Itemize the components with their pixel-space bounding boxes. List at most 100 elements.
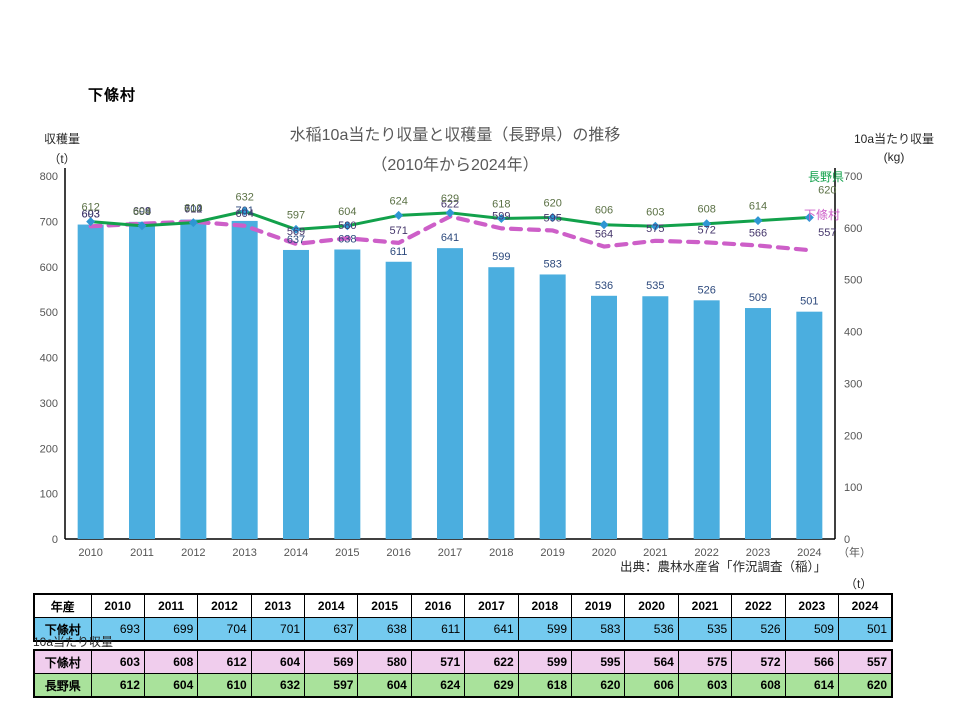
left-axis-unit: （t）: [48, 152, 76, 166]
harvest-value-cell: 638: [357, 617, 412, 642]
bar-value-label: 704: [184, 204, 202, 216]
yield-row-label: 長野県: [33, 673, 92, 698]
bar-2019: [539, 274, 566, 539]
right-axis-tick-label: 0: [844, 534, 850, 546]
right-axis-tick-label: 700: [844, 171, 862, 183]
bar-value-label: 535: [646, 280, 664, 292]
nagano-yield-label: 610: [184, 203, 202, 215]
year-header-cell: 2024: [837, 593, 893, 618]
shimojo-yield-label: 572: [697, 224, 715, 236]
x-axis-tick-label: 2024: [797, 547, 821, 559]
nagano-yield-label: 614: [749, 201, 767, 213]
yield-value-cell: 557: [837, 649, 893, 674]
bar-value-label: 509: [749, 292, 767, 304]
shimojo-yield-label: 603: [81, 208, 99, 220]
shimojo-yield-label: 557: [818, 227, 836, 239]
table-unit-label: （t）: [845, 577, 873, 591]
left-axis-tick-label: 800: [40, 171, 58, 183]
nagano-yield-label: 618: [492, 199, 510, 211]
x-axis-tick-label: 2011: [130, 547, 154, 559]
nagano-yield-label: 612: [81, 202, 99, 214]
bar-value-label: 693: [81, 209, 99, 221]
x-axis-tick-label: 2010: [78, 547, 102, 559]
yield-row-label: 下條村: [33, 649, 92, 674]
shimojo-yield-label: 599: [492, 210, 510, 222]
year-header-cell: 2016: [410, 593, 466, 618]
bar-2020: [591, 295, 617, 539]
page-title: 下條村: [88, 87, 137, 104]
left-axis-tick-label: 400: [40, 353, 58, 365]
nagano-yield-label: 603: [646, 206, 664, 218]
left-axis-tick-label: 700: [40, 216, 58, 228]
nagano-yield-label: 624: [389, 195, 407, 207]
harvest-value-cell: 641: [464, 617, 519, 642]
bar-value-label: 501: [800, 296, 818, 308]
yield-value-cell: 624: [410, 673, 466, 698]
year-header-cell: 2021: [677, 593, 733, 618]
bar-value-label: 641: [441, 232, 459, 244]
bar-2013: [231, 220, 258, 539]
nagano-yield-label: 620: [818, 184, 836, 196]
right-axis-title: 10a当たり収量: [853, 132, 935, 146]
bar-value-label: 637: [287, 234, 305, 246]
left-axis-tick-label: 500: [40, 307, 58, 319]
chart-title-line2: （2010年から2024年）: [371, 157, 539, 174]
x-axis-tick-label: 2016: [386, 547, 410, 559]
yield-value-cell: 597: [304, 673, 359, 698]
nagano-line-marker: [804, 212, 814, 222]
yield-value-cell: 620: [571, 673, 626, 698]
yield-value-cell: 612: [90, 673, 145, 698]
nagano-line-marker: [394, 210, 404, 220]
right-axis-tick-label: 600: [844, 223, 862, 235]
bar-2024: [796, 311, 823, 539]
x-axis-tick-label: 2015: [335, 547, 359, 559]
x-axis-tick-label: 2018: [489, 547, 513, 559]
year-header-cell: 2018: [517, 593, 573, 618]
shimojo-yield-label: 575: [646, 223, 664, 235]
x-axis-tick-label: 2019: [540, 547, 564, 559]
yield-value-cell: 571: [410, 649, 466, 674]
harvest-value-cell: 699: [143, 617, 199, 642]
nagano-line-marker: [753, 216, 763, 226]
harvest-value-cell: 704: [197, 617, 252, 642]
bar-2010: [77, 224, 104, 539]
left-axis-tick-label: 300: [40, 398, 58, 410]
bar-value-label: 611: [390, 246, 408, 258]
yield-value-cell: 575: [677, 649, 733, 674]
x-axis-unit-label: （年）: [838, 545, 871, 559]
year-header-cell: 2022: [731, 593, 786, 618]
harvest-table: 年産 2010 2011 2012 2013 2014 2015 2016 2017 2018 20…: [33, 593, 893, 642]
year-header-cell: 2017: [464, 593, 519, 618]
yield-value-cell: 572: [731, 649, 786, 674]
nagano-line-marker: [291, 224, 301, 234]
bar-2014: [283, 249, 309, 539]
yield-value-cell: 610: [197, 673, 252, 698]
left-axis-tick-label: 100: [40, 489, 58, 501]
shimojo-yield-label: 612: [184, 204, 202, 216]
nagano-line-marker: [240, 206, 250, 216]
harvest-value-cell: 501: [837, 617, 893, 642]
nagano-line-marker: [137, 221, 147, 231]
harvest-value-cell: 509: [784, 617, 839, 642]
right-axis-tick-label: 300: [844, 378, 862, 390]
nagano-yield-label: 606: [595, 205, 613, 217]
nagano-line-marker: [86, 217, 96, 227]
bar-2023: [745, 308, 771, 539]
yield-value-cell: 566: [784, 649, 839, 674]
yield-value-cell: 564: [624, 649, 679, 674]
yield-value-cell: 604: [250, 649, 306, 674]
x-axis-tick-label: 2020: [592, 547, 616, 559]
nagano-yield-label: 597: [287, 209, 305, 221]
nagano-yield-label: 608: [697, 204, 715, 216]
harvest-value-cell: 611: [410, 617, 466, 642]
year-header-label: 年産: [33, 593, 92, 618]
bar-value-label: 638: [338, 234, 356, 246]
bar-2011: [129, 221, 155, 540]
bar-value-label: 599: [492, 251, 510, 263]
bar-value-label: 701: [235, 205, 253, 217]
yield-value-cell: 622: [464, 649, 519, 674]
x-axis-tick-label: 2021: [643, 547, 667, 559]
year-header-cell: 2015: [357, 593, 412, 618]
yield-value-cell: 595: [571, 649, 626, 674]
